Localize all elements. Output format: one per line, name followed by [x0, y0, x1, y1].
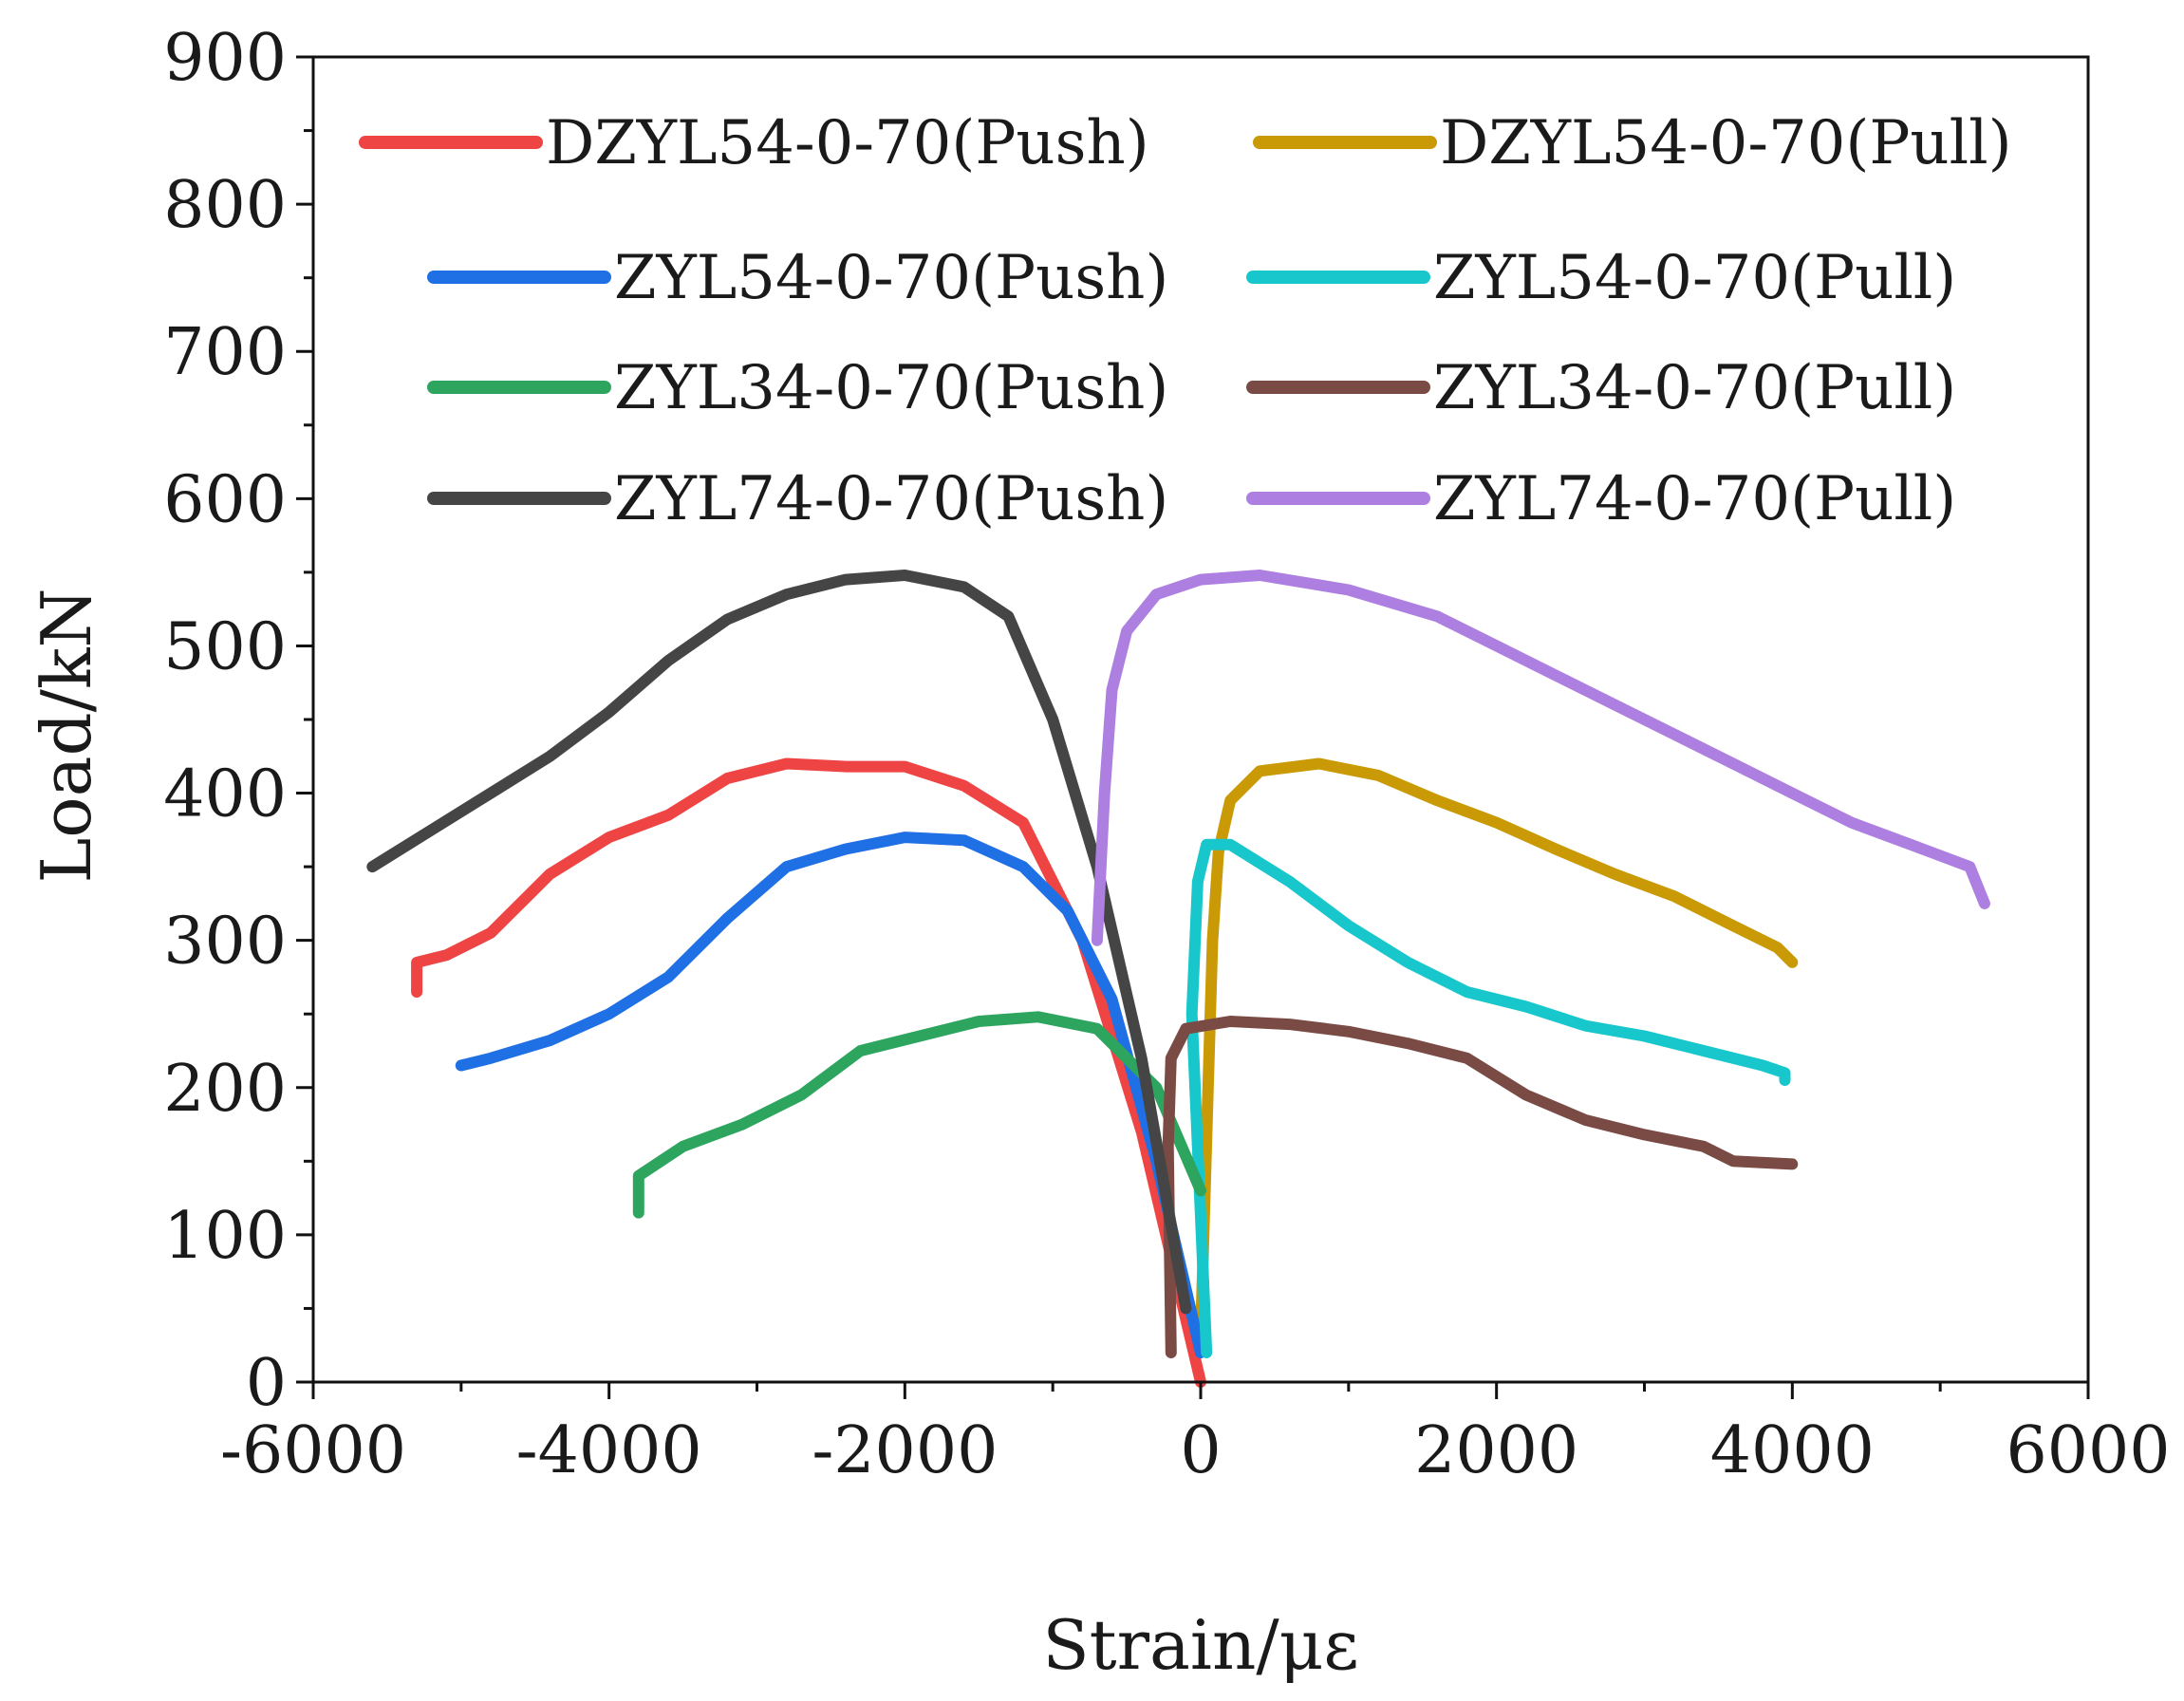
series-line-4 [632, 1011, 1206, 1219]
legend-label-4: ZYL34-0-70(Push) [614, 353, 1168, 423]
legend-label-7: ZYL74-0-70(Pull) [1433, 464, 1956, 534]
series-line-0 [411, 757, 1206, 1388]
x-tick-label: 0 [1180, 1413, 1221, 1488]
y-tick-label: 100 [163, 1199, 287, 1274]
axes-layer: -6000 -4000 -2000 0 2000 4000 6000 0 100 200 300 40… [163, 21, 2170, 1488]
legend-label-0: DZYL54-0-70(Push) [546, 108, 1149, 178]
y-tick-label: 0 [246, 1346, 287, 1421]
legend-label-3: ZYL54-0-70(Pull) [1433, 243, 1956, 313]
series-line-6 [366, 570, 1192, 1315]
y-tick-label: 900 [163, 21, 287, 96]
series-line-7 [1091, 570, 1990, 946]
x-tick-label: -4000 [516, 1413, 702, 1488]
x-tick-label: 6000 [2006, 1413, 2170, 1488]
legend-label-1: DZYL54-0-70(Pull) [1440, 108, 2012, 178]
y-tick-label: 400 [163, 757, 287, 832]
y-axis-title: Load/kN [27, 588, 106, 883]
y-tick-label: 200 [163, 1052, 287, 1127]
x-tick-label: 4000 [1710, 1413, 1875, 1488]
series-layer [366, 570, 1990, 1388]
x-axis-title: Strain/με [1042, 1605, 1358, 1685]
x-tick-label: -6000 [220, 1413, 406, 1488]
x-tick-label: -2000 [812, 1413, 998, 1488]
series-line-3 [1185, 838, 1791, 1358]
y-tick-label: 700 [163, 315, 287, 390]
legend: DZYL54-0-70(Push) DZYL54-0-70(Pull) ZYL54-… [359, 108, 2012, 534]
y-tick-label: 800 [163, 168, 287, 243]
x-tick-label: 2000 [1414, 1413, 1578, 1488]
legend-label-6: ZYL74-0-70(Push) [614, 464, 1168, 534]
series-line-1 [1195, 757, 1799, 1344]
y-tick-label: 300 [163, 905, 287, 980]
legend-label-2: ZYL54-0-70(Push) [614, 243, 1168, 313]
y-tick-label: 500 [163, 609, 287, 684]
y-tick-label: 600 [163, 462, 287, 537]
series-line-5 [1162, 1016, 1799, 1358]
series-line-2 [455, 832, 1206, 1358]
legend-label-5: ZYL34-0-70(Pull) [1433, 353, 1956, 423]
